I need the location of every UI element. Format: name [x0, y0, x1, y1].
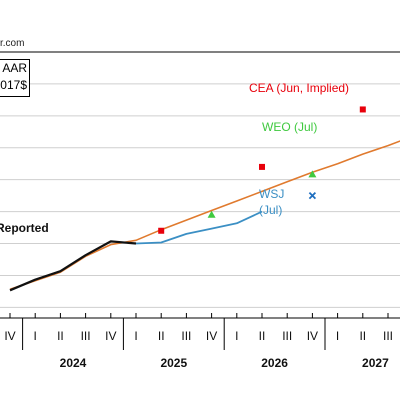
x-tick-label-10: II: [259, 329, 266, 343]
year-label-2026: 2026: [261, 356, 288, 370]
line-reported: [9, 240, 137, 292]
x-tick-label-7: III: [181, 329, 191, 343]
weo-point-0: [207, 210, 216, 218]
x-tick-label-15: III: [383, 329, 393, 343]
cea-point-1: [259, 163, 265, 170]
x-tick-label-0: IV: [4, 329, 15, 343]
annotation-cea: CEA (Jun, Implied): [249, 81, 349, 95]
x-tick-label-4: IV: [105, 329, 116, 343]
x-tick-label-12: IV: [307, 329, 318, 343]
line-wsj: [135, 210, 263, 245]
legend-line-2: 017$: [0, 78, 27, 92]
x-tick-label-1: I: [34, 329, 37, 343]
plot-frame: [0, 51, 400, 319]
year-label-2024: 2024: [60, 356, 87, 370]
year-label-2027: 2027: [362, 356, 389, 370]
annotation-wsj-line1: WSJ: [259, 187, 284, 201]
annotation-weo: WEO (Jul): [262, 120, 317, 134]
gridlines: [0, 83, 400, 308]
x-tick-label-11: III: [282, 329, 292, 343]
x-tick-label-14: II: [359, 329, 366, 343]
x-tick-label-3: III: [81, 329, 91, 343]
legend-line-1: AAR: [2, 61, 27, 75]
source-text: r.com: [0, 38, 25, 49]
x-tick-label-6: II: [158, 329, 165, 343]
x-point-0: [308, 192, 317, 200]
annotation-wsj-line2: (Jul): [259, 203, 282, 217]
x-axis: IVIIIIIIIVIIIIIIIVIIIIIIIVIIIIIIIVIIIIII…: [4, 313, 393, 370]
x-tick-label-13: I: [336, 329, 339, 343]
x-tick-label-2: II: [57, 329, 64, 343]
legend-box: AAR 017$: [0, 59, 30, 97]
annotation-reported: Reported: [0, 221, 49, 235]
cea-point-0: [158, 227, 165, 234]
x-tick-label-9: I: [235, 329, 238, 343]
year-label-2025: 2025: [160, 356, 187, 370]
x-tick-label-5: I: [134, 329, 137, 343]
x-tick-label-8: IV: [206, 329, 217, 343]
cea-point-2: [359, 106, 366, 113]
line-trend: [9, 140, 400, 291]
weo-point-1: [308, 170, 317, 178]
